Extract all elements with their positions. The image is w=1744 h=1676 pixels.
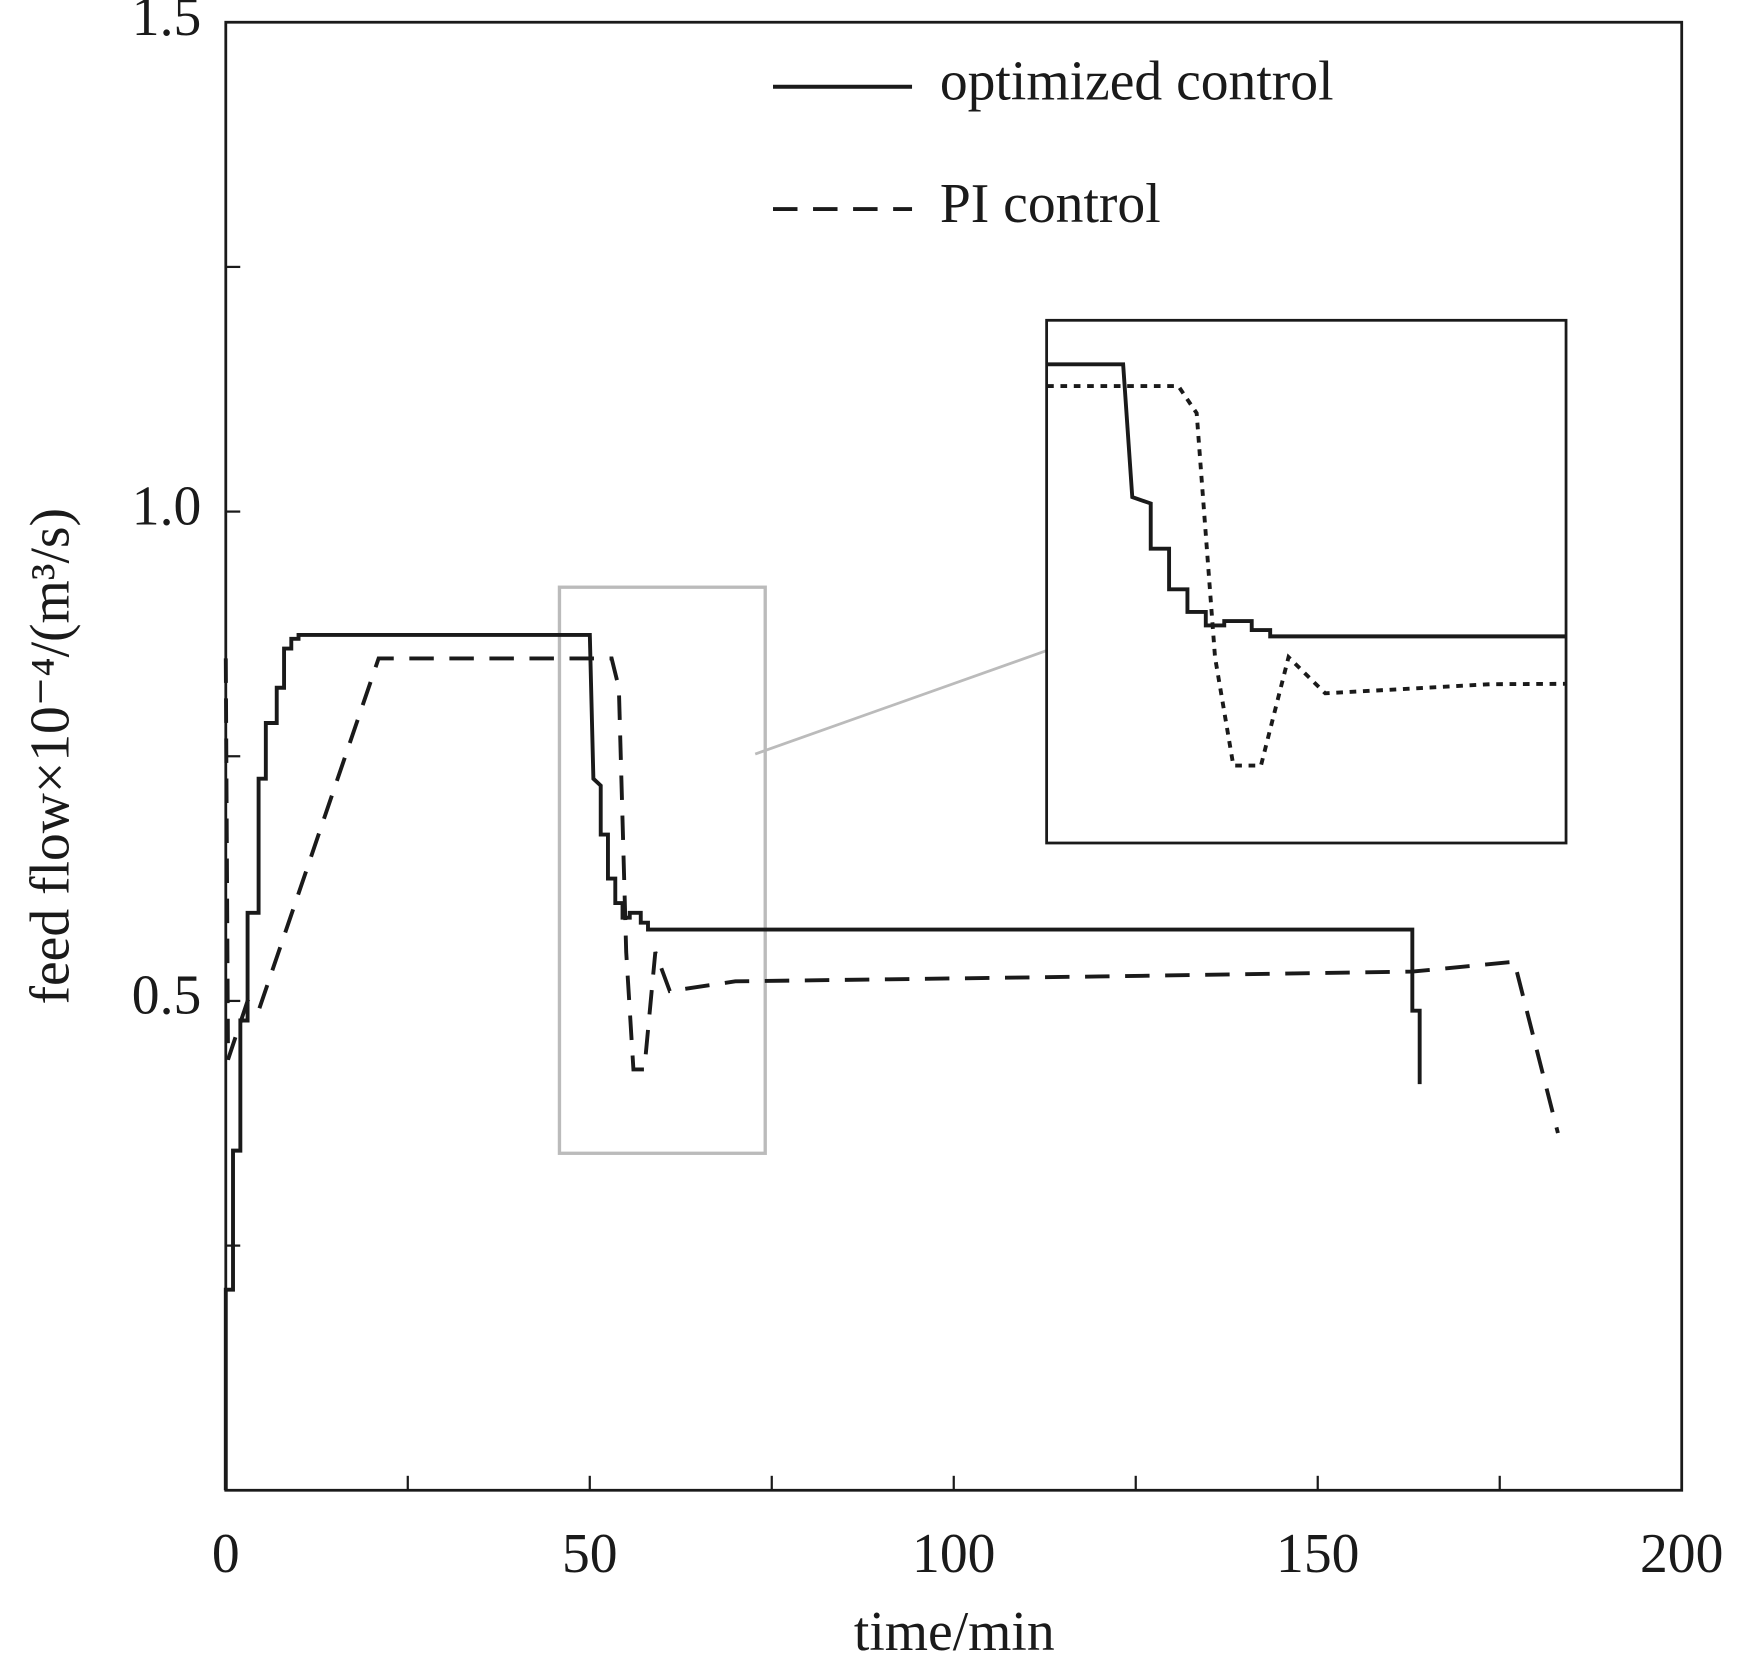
zoom-connector	[754, 649, 1048, 756]
zoom-box	[557, 585, 767, 1155]
x-tick-label: 0	[212, 1523, 240, 1585]
inset	[1046, 362, 1567, 768]
y-tick-label: 1.5	[132, 0, 202, 48]
y-tick-label: 1.0	[132, 475, 202, 537]
inset-frame	[1045, 318, 1568, 845]
x-axis-label: time/min	[854, 1601, 1055, 1663]
legend-label: PI control	[940, 173, 1161, 235]
x-tick-label: 100	[912, 1523, 995, 1585]
x-tick-label: 50	[562, 1523, 618, 1585]
legend-label: optimized control	[940, 51, 1334, 113]
inset-series-line	[1046, 362, 1567, 639]
series-line	[223, 632, 1422, 1491]
series-line	[223, 656, 1560, 1134]
x-tick-label: 200	[1640, 1523, 1723, 1585]
y-tick-label: 0.5	[132, 965, 202, 1027]
x-tick-label: 150	[1276, 1523, 1359, 1585]
y-axis-label: feed flow×10⁻⁴/(m³/s)	[19, 508, 81, 1005]
